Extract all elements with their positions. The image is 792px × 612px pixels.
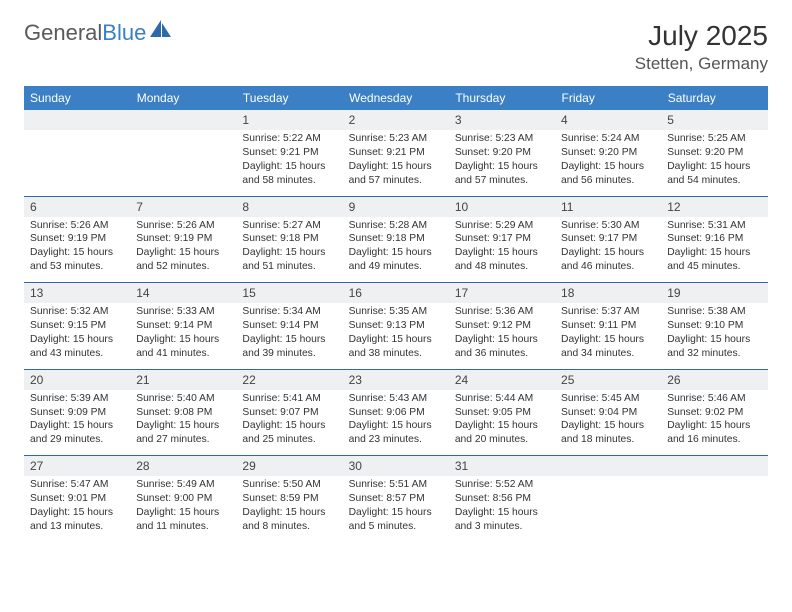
day-number-cell: 19: [661, 283, 767, 303]
location: Stetten, Germany: [635, 54, 768, 74]
day-detail-row: Sunrise: 5:47 AMSunset: 9:01 PMDaylight:…: [24, 476, 768, 542]
day-detail-cell: Sunrise: 5:23 AMSunset: 9:20 PMDaylight:…: [449, 130, 555, 196]
day-detail-cell: [661, 476, 767, 542]
day-number-row: 6789101112: [24, 197, 768, 217]
day-number-row: 12345: [24, 110, 768, 130]
day-number-cell: [130, 110, 236, 130]
day-detail-cell: Sunrise: 5:46 AMSunset: 9:02 PMDaylight:…: [661, 390, 767, 456]
day-number-cell: 25: [555, 370, 661, 390]
day-detail-row: Sunrise: 5:32 AMSunset: 9:15 PMDaylight:…: [24, 303, 768, 369]
logo: GeneralBlue: [24, 20, 172, 46]
day-detail-cell: Sunrise: 5:43 AMSunset: 9:06 PMDaylight:…: [343, 390, 449, 456]
day-number-cell: 27: [24, 456, 130, 476]
day-number-cell: 1: [236, 110, 342, 130]
day-detail-cell: Sunrise: 5:44 AMSunset: 9:05 PMDaylight:…: [449, 390, 555, 456]
day-detail-cell: [555, 476, 661, 542]
day-detail-cell: Sunrise: 5:31 AMSunset: 9:16 PMDaylight:…: [661, 217, 767, 283]
day-detail-row: Sunrise: 5:39 AMSunset: 9:09 PMDaylight:…: [24, 390, 768, 456]
day-detail-cell: Sunrise: 5:39 AMSunset: 9:09 PMDaylight:…: [24, 390, 130, 456]
day-detail-cell: Sunrise: 5:36 AMSunset: 9:12 PMDaylight:…: [449, 303, 555, 369]
day-number-cell: 23: [343, 370, 449, 390]
day-number-cell: 7: [130, 197, 236, 217]
day-number-cell: 30: [343, 456, 449, 476]
day-detail-cell: Sunrise: 5:33 AMSunset: 9:14 PMDaylight:…: [130, 303, 236, 369]
day-number-cell: 31: [449, 456, 555, 476]
day-number-cell: 13: [24, 283, 130, 303]
day-detail-cell: Sunrise: 5:35 AMSunset: 9:13 PMDaylight:…: [343, 303, 449, 369]
logo-text: GeneralBlue: [24, 20, 146, 46]
day-number-cell: 16: [343, 283, 449, 303]
day-detail-cell: Sunrise: 5:45 AMSunset: 9:04 PMDaylight:…: [555, 390, 661, 456]
day-number-cell: 11: [555, 197, 661, 217]
day-detail-cell: Sunrise: 5:37 AMSunset: 9:11 PMDaylight:…: [555, 303, 661, 369]
day-detail-cell: [24, 130, 130, 196]
day-number-cell: 14: [130, 283, 236, 303]
day-detail-row: Sunrise: 5:26 AMSunset: 9:19 PMDaylight:…: [24, 217, 768, 283]
day-detail-cell: Sunrise: 5:29 AMSunset: 9:17 PMDaylight:…: [449, 217, 555, 283]
sail-icon: [150, 20, 172, 38]
logo-text-gray: General: [24, 20, 102, 45]
day-number-cell: 15: [236, 283, 342, 303]
header: GeneralBlue July 2025 Stetten, Germany: [24, 20, 768, 74]
day-number-cell: 20: [24, 370, 130, 390]
day-number-cell: 12: [661, 197, 767, 217]
logo-text-blue: Blue: [102, 20, 146, 45]
day-detail-cell: Sunrise: 5:27 AMSunset: 9:18 PMDaylight:…: [236, 217, 342, 283]
day-detail-cell: Sunrise: 5:26 AMSunset: 9:19 PMDaylight:…: [24, 217, 130, 283]
day-number-row: 20212223242526: [24, 370, 768, 390]
day-detail-cell: Sunrise: 5:49 AMSunset: 9:00 PMDaylight:…: [130, 476, 236, 542]
day-detail-row: Sunrise: 5:22 AMSunset: 9:21 PMDaylight:…: [24, 130, 768, 196]
day-detail-cell: Sunrise: 5:51 AMSunset: 8:57 PMDaylight:…: [343, 476, 449, 542]
day-number-cell: 18: [555, 283, 661, 303]
day-number-cell: [555, 456, 661, 476]
day-detail-cell: Sunrise: 5:34 AMSunset: 9:14 PMDaylight:…: [236, 303, 342, 369]
day-number-cell: 8: [236, 197, 342, 217]
day-number-cell: [661, 456, 767, 476]
day-number-cell: 10: [449, 197, 555, 217]
day-detail-cell: Sunrise: 5:28 AMSunset: 9:18 PMDaylight:…: [343, 217, 449, 283]
day-number-cell: 2: [343, 110, 449, 130]
day-number-cell: 9: [343, 197, 449, 217]
day-detail-cell: [130, 130, 236, 196]
day-number-cell: 29: [236, 456, 342, 476]
day-number-cell: 28: [130, 456, 236, 476]
day-number-cell: 3: [449, 110, 555, 130]
day-detail-cell: Sunrise: 5:40 AMSunset: 9:08 PMDaylight:…: [130, 390, 236, 456]
day-number-cell: [24, 110, 130, 130]
day-detail-cell: Sunrise: 5:30 AMSunset: 9:17 PMDaylight:…: [555, 217, 661, 283]
day-detail-cell: Sunrise: 5:25 AMSunset: 9:20 PMDaylight:…: [661, 130, 767, 196]
day-number-cell: 5: [661, 110, 767, 130]
day-number-row: 13141516171819: [24, 283, 768, 303]
day-number-cell: 22: [236, 370, 342, 390]
day-detail-cell: Sunrise: 5:24 AMSunset: 9:20 PMDaylight:…: [555, 130, 661, 196]
weekday-header: Thursday: [449, 86, 555, 110]
day-detail-cell: Sunrise: 5:26 AMSunset: 9:19 PMDaylight:…: [130, 217, 236, 283]
weekday-header: Tuesday: [236, 86, 342, 110]
day-detail-cell: Sunrise: 5:23 AMSunset: 9:21 PMDaylight:…: [343, 130, 449, 196]
weekday-header-row: SundayMondayTuesdayWednesdayThursdayFrid…: [24, 86, 768, 110]
weekday-header: Friday: [555, 86, 661, 110]
day-detail-cell: Sunrise: 5:22 AMSunset: 9:21 PMDaylight:…: [236, 130, 342, 196]
calendar-table: SundayMondayTuesdayWednesdayThursdayFrid…: [24, 86, 768, 542]
day-detail-cell: Sunrise: 5:50 AMSunset: 8:59 PMDaylight:…: [236, 476, 342, 542]
weekday-header: Saturday: [661, 86, 767, 110]
day-detail-cell: Sunrise: 5:52 AMSunset: 8:56 PMDaylight:…: [449, 476, 555, 542]
day-detail-cell: Sunrise: 5:38 AMSunset: 9:10 PMDaylight:…: [661, 303, 767, 369]
day-number-cell: 17: [449, 283, 555, 303]
weekday-header: Sunday: [24, 86, 130, 110]
day-number-cell: 21: [130, 370, 236, 390]
title-block: July 2025 Stetten, Germany: [635, 20, 768, 74]
day-detail-cell: Sunrise: 5:47 AMSunset: 9:01 PMDaylight:…: [24, 476, 130, 542]
weekday-header: Monday: [130, 86, 236, 110]
day-number-cell: 26: [661, 370, 767, 390]
month-title: July 2025: [635, 20, 768, 52]
weekday-header: Wednesday: [343, 86, 449, 110]
day-number-row: 2728293031: [24, 456, 768, 476]
day-number-cell: 24: [449, 370, 555, 390]
day-detail-cell: Sunrise: 5:41 AMSunset: 9:07 PMDaylight:…: [236, 390, 342, 456]
day-number-cell: 4: [555, 110, 661, 130]
day-detail-cell: Sunrise: 5:32 AMSunset: 9:15 PMDaylight:…: [24, 303, 130, 369]
day-number-cell: 6: [24, 197, 130, 217]
